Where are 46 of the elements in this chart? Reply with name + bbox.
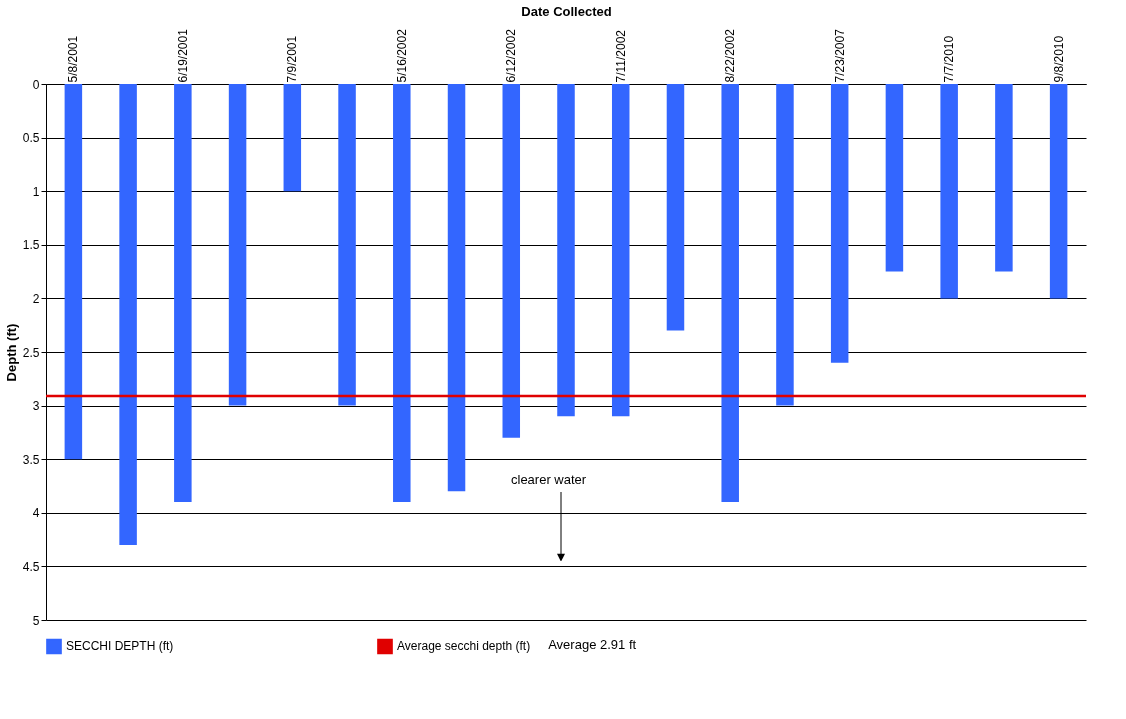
annotation: clearer water bbox=[511, 471, 587, 487]
y-tick-label: 3 bbox=[32, 399, 40, 414]
x-tick-label: 7/11/2002 bbox=[613, 29, 628, 83]
bar bbox=[447, 84, 466, 492]
x-tick-label: 8/22/2002 bbox=[723, 28, 738, 83]
y-tick-label: 1 bbox=[32, 184, 40, 199]
y-tick-label: 5 bbox=[32, 613, 40, 628]
y-tick-label: 2.5 bbox=[22, 345, 40, 360]
bar bbox=[174, 84, 192, 503]
bar bbox=[557, 84, 575, 417]
y-tick-label: 2 bbox=[32, 291, 40, 306]
x-tick-label: 5/8/2001 bbox=[66, 35, 81, 83]
bar bbox=[940, 84, 958, 299]
bar bbox=[830, 84, 849, 363]
y-tick-label: 1.5 bbox=[22, 238, 40, 253]
y-tick-label: 0 bbox=[32, 77, 40, 92]
bar bbox=[611, 84, 630, 417]
bar bbox=[776, 84, 794, 406]
x-tick-label: 7/7/2010 bbox=[942, 35, 957, 83]
x-tick-label: 7/9/2001 bbox=[285, 35, 300, 83]
bar bbox=[119, 84, 137, 545]
bar bbox=[995, 84, 1013, 272]
text: Average 2.91 ft bbox=[548, 637, 637, 653]
x-tick-label: 6/19/2001 bbox=[175, 28, 190, 83]
bar bbox=[666, 84, 685, 331]
y-tick-label: 0.5 bbox=[22, 131, 40, 146]
bar bbox=[283, 84, 302, 192]
x-axis-title: Date Collected bbox=[521, 4, 612, 20]
bar bbox=[228, 84, 247, 406]
bar bbox=[393, 84, 411, 503]
y-tick-label: 4.5 bbox=[22, 559, 40, 574]
bar bbox=[721, 84, 739, 503]
x-tick-label: 5/16/2002 bbox=[394, 28, 409, 83]
y-tick-label: 3.5 bbox=[22, 452, 40, 467]
bar bbox=[64, 84, 83, 460]
legend-label: SECCHI DEPTH (ft) bbox=[66, 639, 174, 654]
x-tick-label: 6/12/2002 bbox=[504, 28, 519, 83]
y-axis-title: Depth (ft) bbox=[3, 323, 19, 382]
y-tick-label: 4 bbox=[32, 506, 40, 521]
x-tick-label: 7/23/2007 bbox=[832, 28, 847, 83]
bar bbox=[1049, 84, 1068, 299]
bar bbox=[338, 84, 356, 406]
x-tick-label: 9/8/2010 bbox=[1051, 35, 1066, 83]
legend-label: Average secchi depth (ft) bbox=[397, 639, 531, 654]
bar bbox=[885, 84, 904, 272]
bar bbox=[502, 84, 521, 438]
